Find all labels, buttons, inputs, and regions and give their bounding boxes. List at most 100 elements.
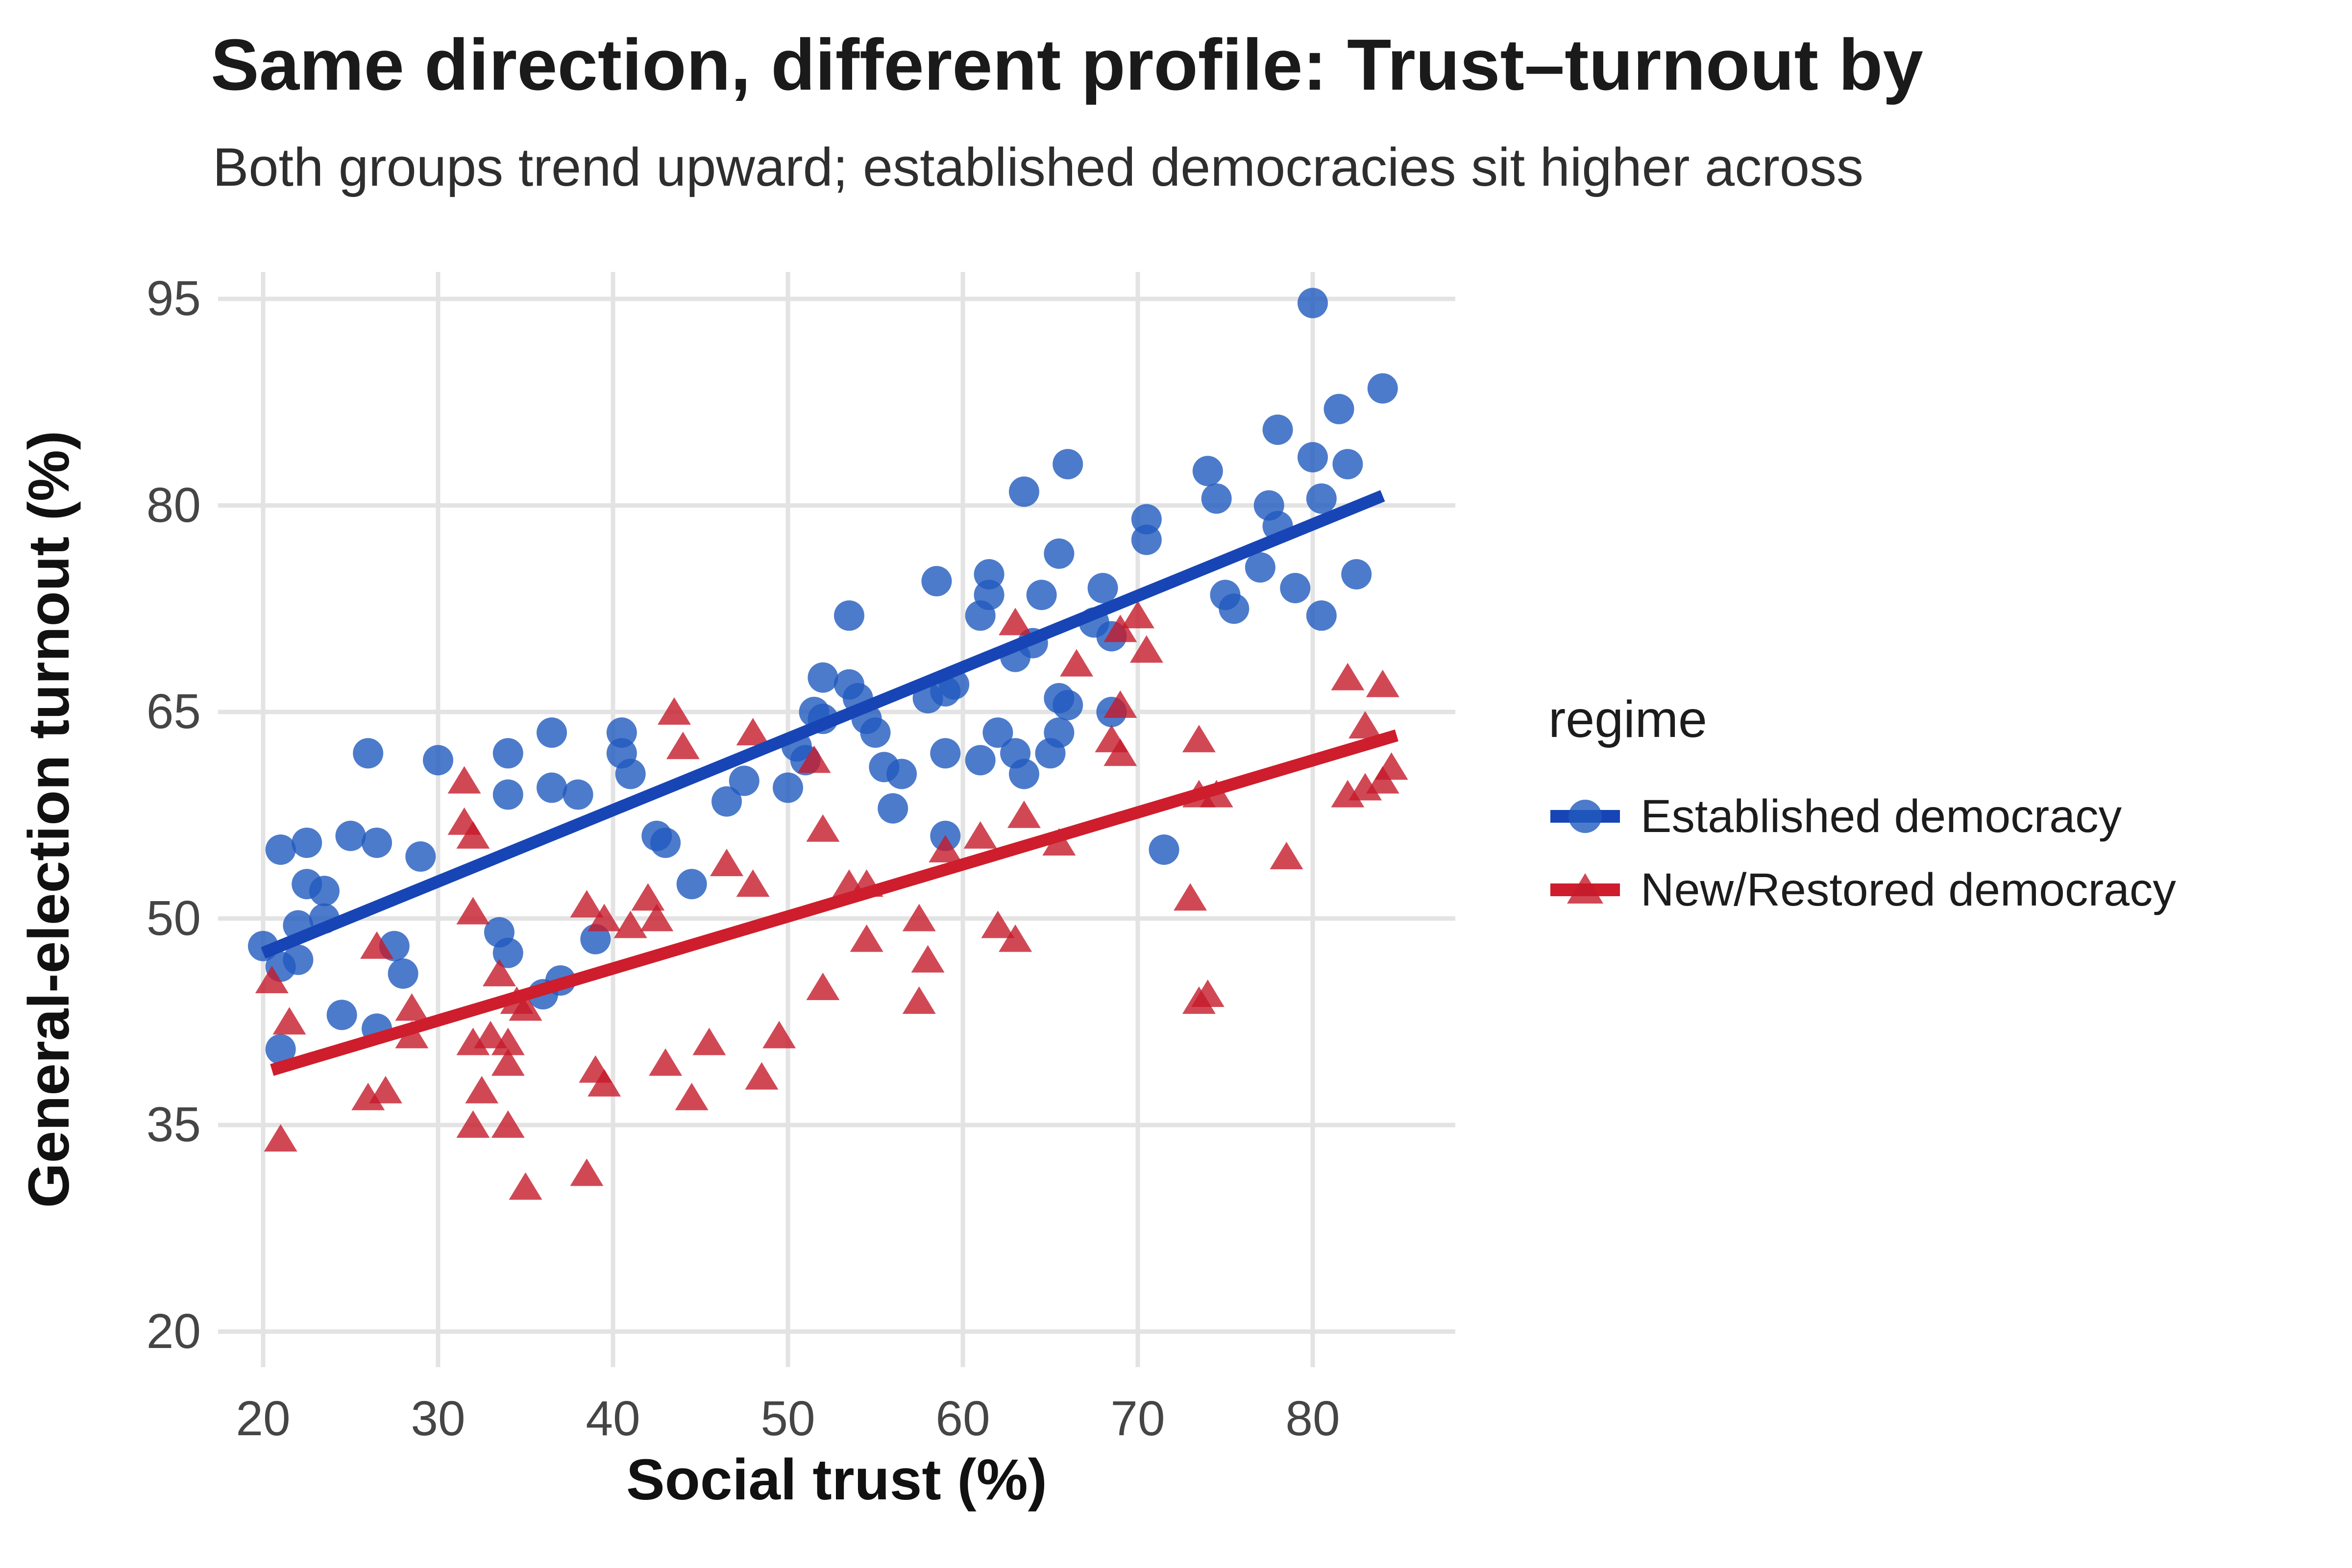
data-point-new-restored xyxy=(491,1048,525,1076)
data-point-new-restored xyxy=(395,993,429,1021)
data-point-new-restored xyxy=(570,1158,604,1186)
data-point-new-restored xyxy=(491,1028,525,1055)
new-restored-democracy-key-icon xyxy=(1550,873,1620,904)
x-tick-70: 70 xyxy=(1110,1391,1165,1446)
data-point-established xyxy=(1245,552,1275,583)
data-point-new-restored xyxy=(351,1082,385,1110)
data-point-new-restored xyxy=(999,924,1032,952)
data-point-established xyxy=(283,944,314,975)
x-tick-20: 20 xyxy=(236,1391,291,1446)
data-point-established xyxy=(965,745,996,776)
data-point-established xyxy=(1280,573,1311,604)
data-point-established xyxy=(265,1034,296,1065)
data-point-new-restored xyxy=(264,1124,297,1152)
data-point-new-restored xyxy=(1007,800,1041,828)
chart-subtitle: Both groups trend upward; established de… xyxy=(213,137,1864,197)
data-point-new-restored xyxy=(588,1069,621,1097)
data-point-new-restored xyxy=(675,1082,709,1110)
data-point-established xyxy=(1298,442,1328,473)
data-point-established xyxy=(1323,393,1354,424)
data-point-established xyxy=(886,759,917,789)
data-point-new-restored xyxy=(1348,711,1382,739)
legend-key-circle xyxy=(1568,800,1602,833)
data-point-established xyxy=(580,924,611,955)
data-point-established xyxy=(563,779,593,810)
data-point-new-restored xyxy=(999,608,1032,636)
data-point-established xyxy=(265,834,296,865)
data-point-established xyxy=(1367,373,1398,404)
data-point-new-restored xyxy=(570,890,604,918)
data-point-new-restored xyxy=(1270,842,1303,870)
data-point-established xyxy=(921,566,952,597)
data-point-established xyxy=(1192,456,1223,487)
data-point-established xyxy=(982,717,1013,748)
data-point-established xyxy=(615,759,646,789)
data-point-new-restored xyxy=(491,1110,525,1138)
data-point-established xyxy=(537,772,567,803)
data-point-established xyxy=(1087,573,1118,604)
data-point-established xyxy=(309,876,340,906)
data-point-new-restored xyxy=(272,1007,306,1035)
y-tick-35: 35 xyxy=(146,1097,201,1152)
data-point-established xyxy=(833,600,864,631)
trend-line-new-restored xyxy=(270,729,1398,1076)
data-point-established xyxy=(676,869,707,900)
data-point-new-restored xyxy=(509,993,542,1021)
data-point-established xyxy=(1332,449,1363,480)
data-point-established xyxy=(1341,559,1372,589)
data-point-new-restored xyxy=(902,986,936,1014)
data-point-new-restored xyxy=(1103,614,1137,642)
data-point-new-restored xyxy=(762,1021,796,1049)
x-tick-60: 60 xyxy=(935,1391,990,1446)
x-tick-50: 50 xyxy=(760,1391,815,1446)
data-point-established xyxy=(711,786,742,817)
legend-item-new-restored: New/Restored democracy xyxy=(1548,853,2176,927)
data-point-new-restored xyxy=(613,910,647,938)
data-point-new-restored xyxy=(736,718,770,746)
data-point-new-restored xyxy=(1366,669,1399,697)
data-point-new-restored xyxy=(649,1048,683,1076)
data-point-new-restored xyxy=(474,1021,508,1049)
established-democracy-key-icon xyxy=(1550,800,1620,833)
y-tick-95: 95 xyxy=(146,271,201,326)
data-point-established xyxy=(1201,483,1232,514)
data-point-established xyxy=(1131,524,1162,555)
legend-key-triangle xyxy=(1567,873,1603,904)
plot-panel xyxy=(218,272,1455,1367)
data-point-established xyxy=(1053,449,1083,480)
data-point-new-restored xyxy=(255,965,289,993)
data-point-new-restored xyxy=(368,1076,402,1103)
data-point-new-restored xyxy=(806,973,840,1000)
data-point-new-restored xyxy=(482,958,516,986)
data-point-established xyxy=(423,745,453,776)
data-point-new-restored xyxy=(456,1028,490,1055)
y-axis-title: General-election turnout (%) xyxy=(17,430,81,1208)
y-tick-80: 80 xyxy=(146,477,201,533)
data-point-established xyxy=(808,662,838,693)
data-point-established xyxy=(292,827,322,858)
data-point-established xyxy=(641,820,672,851)
data-point-new-restored xyxy=(1331,780,1365,808)
data-point-new-restored xyxy=(657,697,691,725)
data-point-new-restored xyxy=(1103,690,1137,718)
data-point-established xyxy=(492,779,523,810)
data-point-established xyxy=(729,765,760,796)
legend-label-established: Established democracy xyxy=(1641,790,2122,842)
x-tick-30: 30 xyxy=(411,1391,466,1446)
data-point-new-restored xyxy=(509,1172,542,1200)
data-point-established xyxy=(492,937,523,968)
data-point-new-restored xyxy=(692,1028,726,1055)
legend-title: regime xyxy=(1548,690,1708,748)
data-point-established xyxy=(860,717,891,748)
legend-label-new-restored: New/Restored democracy xyxy=(1641,863,2176,916)
data-point-new-restored xyxy=(1174,883,1207,911)
data-point-established xyxy=(930,738,961,769)
data-point-established xyxy=(1044,717,1075,748)
data-point-established xyxy=(1053,689,1083,720)
data-point-established xyxy=(1219,593,1250,624)
data-point-new-restored xyxy=(456,897,490,925)
data-point-established xyxy=(405,841,436,872)
data-point-established xyxy=(1306,483,1337,514)
data-point-new-restored xyxy=(981,910,1015,938)
